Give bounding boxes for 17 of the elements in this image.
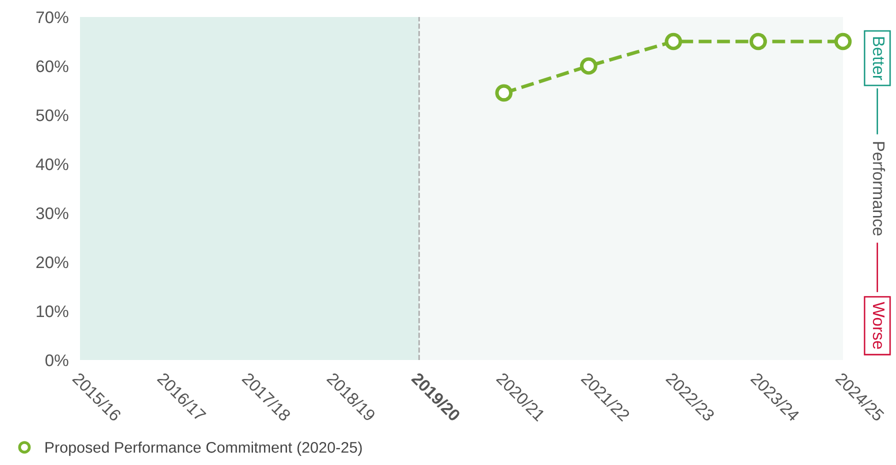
y-tick-label: 40%: [36, 158, 68, 170]
text: Worse: [872, 302, 884, 349]
y-tick-label: 20%: [36, 256, 68, 268]
legend-label: Proposed Performance Commitment (2020-25): [46, 442, 362, 456]
y-tick-label: 30%: [36, 207, 68, 220]
point: [580, 57, 598, 75]
y-tick-label: 0%: [45, 354, 68, 366]
point: [664, 32, 682, 50]
y-tick-label: 70%: [36, 11, 68, 24]
y-tick-label: 10%: [36, 305, 68, 318]
point: [495, 84, 513, 102]
point: [750, 32, 767, 50]
point: [834, 32, 852, 50]
text: Performance: [872, 142, 886, 236]
y-tick-label: 60%: [36, 60, 68, 72]
y-tick-label: 50%: [36, 109, 68, 122]
text: Better: [872, 37, 884, 80]
